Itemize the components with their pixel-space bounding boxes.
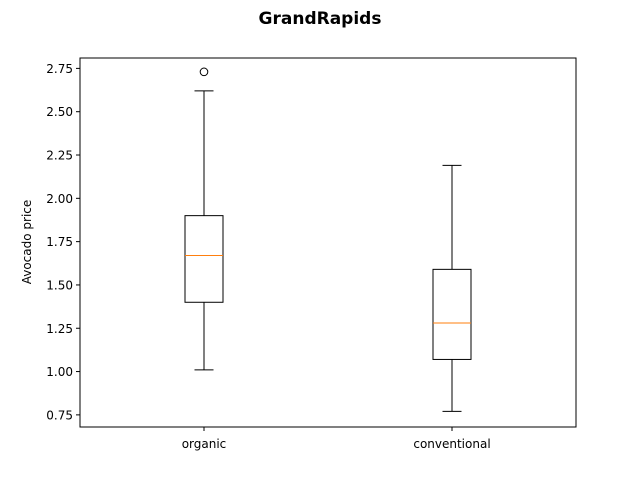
plot-marks: 0.75 1.00 1.25 1.50 1.75 2.00 2.25 2.50 2.75 orga… — [46, 62, 490, 451]
y-tick-label: 2.75 — [46, 62, 73, 76]
y-tick-label: 1.25 — [46, 322, 73, 336]
y-tick-label: 0.75 — [46, 408, 73, 422]
y-tick-label: 2.50 — [46, 105, 73, 119]
x-tick-label: conventional — [413, 437, 490, 451]
chart-title: GrandRapids — [259, 9, 382, 29]
y-tick-label: 2.25 — [46, 149, 73, 163]
plot-area-frame — [79, 57, 577, 428]
y-axis-label: Avocado price — [20, 200, 34, 285]
outlier-point — [199, 67, 209, 77]
y-tick-label: 1.50 — [46, 278, 73, 292]
y-tick-label: 1.75 — [46, 235, 73, 249]
box-conventional — [432, 268, 472, 360]
x-tick-label: organic — [182, 437, 227, 451]
box-organic — [184, 215, 224, 303]
y-tick-label: 2.00 — [46, 192, 73, 206]
y-tick-label: 1.00 — [46, 365, 73, 379]
